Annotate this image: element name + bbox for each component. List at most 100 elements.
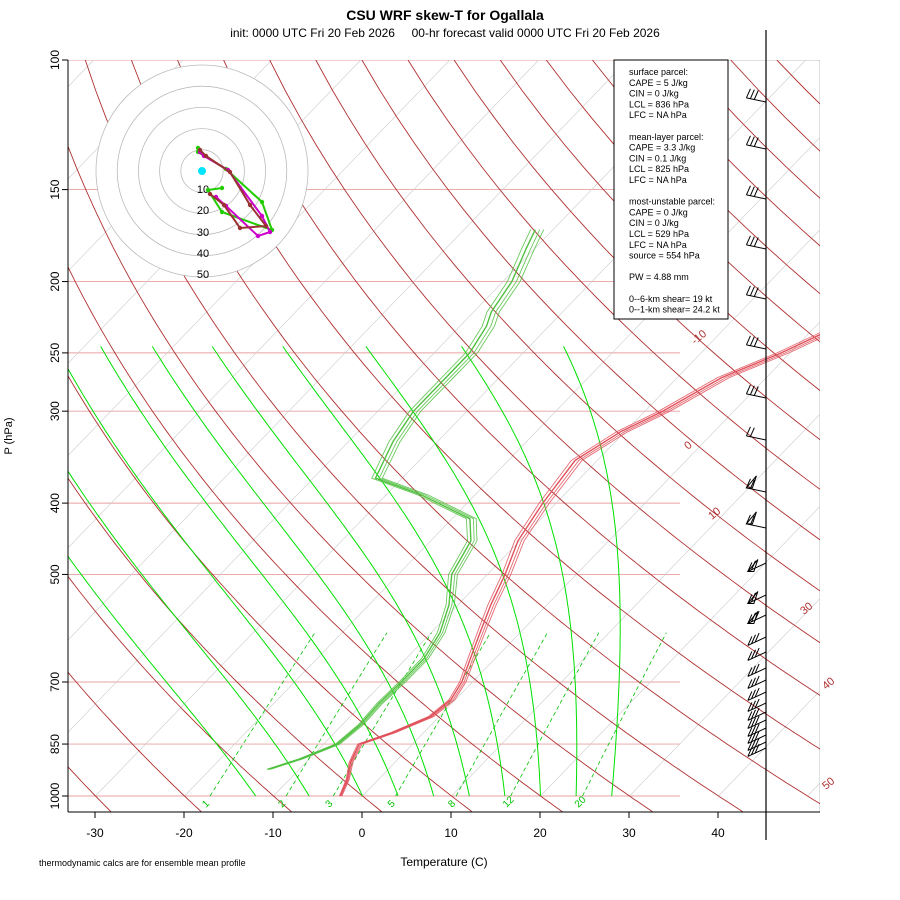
barb-feather: [751, 649, 756, 659]
wind-barb: [747, 647, 767, 661]
chart-title: CSU WRF skew-T for Ogallala: [346, 7, 544, 23]
barb-feather: [754, 737, 760, 748]
dry-adiabat: [68, 766, 112, 812]
barb-shaft: [746, 344, 767, 350]
wind-barb: [746, 610, 767, 624]
info-box-frame: [613, 59, 729, 320]
wind-barb: [745, 285, 767, 300]
dry-adiabat: [776, 60, 820, 105]
profile-lines: [266, 229, 820, 797]
mixing-ratio-label: 1: [200, 798, 212, 810]
info-line: mean-layer parcel:: [629, 132, 704, 142]
moist-adiabat: [68, 367, 363, 797]
barb-feather: [753, 137, 759, 147]
moist-adiabat: [151, 346, 435, 797]
barb-feather: [751, 700, 756, 710]
barb-feather: [753, 187, 759, 197]
isotherm-line: [68, 60, 628, 641]
wind-barb: [745, 185, 767, 200]
barb-feather: [749, 186, 755, 196]
dry-adiabat: [407, 60, 820, 490]
wind-barb: [747, 715, 767, 729]
info-line: CAPE = 5 J/kg: [629, 78, 688, 88]
isotherm-line: [184, 137, 820, 797]
dewpoint-trace: [266, 229, 532, 770]
barb-shaft: [747, 719, 767, 729]
barb-feather: [747, 702, 753, 712]
barb-feather: [749, 479, 755, 489]
barb-feather: [754, 687, 760, 698]
barb-feather: [747, 734, 753, 744]
chart-subtitle: init: 0000 UTC Fri 20 Feb 2026 00-hr for…: [230, 26, 660, 40]
wind-barb: [747, 698, 767, 712]
barb-feather: [745, 235, 751, 246]
barb-feather: [747, 719, 753, 729]
barb-feather: [753, 386, 759, 396]
barb-feather: [745, 185, 751, 196]
barb-shaft: [747, 679, 767, 689]
mixing-ratio-line: [209, 632, 316, 797]
barb-shaft: [746, 144, 767, 150]
mixing-ratio-label: 20: [573, 794, 589, 810]
hodograph-ring-label: 30: [197, 227, 209, 239]
mixing-ratio-line: [582, 632, 667, 797]
isotherm-line: [68, 60, 539, 549]
info-line: CIN = 0.1 J/kg: [629, 153, 686, 163]
barb-feather: [747, 727, 753, 737]
y-tick-label: 250: [48, 343, 62, 363]
dry-adiabat: [68, 375, 473, 812]
y-tick-label: 300: [48, 401, 62, 421]
hodograph-ring: [95, 64, 309, 278]
y-tick-label: 700: [48, 672, 62, 692]
y-tick-label: 500: [48, 564, 62, 584]
x-tick-label: 0: [359, 826, 366, 840]
moist-adiabat: [100, 346, 399, 797]
barb-shaft: [747, 594, 767, 604]
wind-barb: [747, 632, 767, 646]
barb-pennant: [746, 559, 759, 572]
storm-motion-marker: [198, 167, 206, 175]
wind-barb: [746, 591, 767, 604]
barb-feather: [754, 698, 760, 709]
barb-feather: [747, 667, 753, 677]
dry-adiabat: [315, 60, 820, 592]
isotherm-line: [68, 60, 450, 457]
x-tick-label: 20: [533, 826, 547, 840]
y-tick-label: 850: [48, 734, 62, 754]
dry-adiabat: [361, 60, 820, 541]
wind-barb: [746, 559, 767, 572]
hodograph-point: [247, 202, 253, 208]
dry-adiabat: [84, 60, 743, 812]
barb-feather: [754, 632, 760, 643]
barb-feather: [754, 730, 760, 741]
barb-feather: [754, 743, 760, 754]
info-line: LFC = NA hPa: [629, 110, 687, 120]
barb-shaft: [747, 734, 767, 744]
temperature-trace: [338, 332, 820, 797]
hodograph-point: [219, 209, 225, 215]
hodograph-point: [255, 233, 261, 239]
hodograph-point: [259, 213, 265, 219]
wind-barb: [745, 426, 767, 441]
wind-barb: [745, 335, 767, 350]
moist-adiabat: [68, 470, 310, 797]
barb-pennant: [746, 611, 759, 624]
info-line: LCL = 836 hPa: [629, 99, 689, 109]
info-line: PW = 4.88 mm: [629, 272, 689, 282]
mixing-ratio-line: [285, 632, 388, 797]
x-tick-label: 30: [622, 826, 636, 840]
info-line: CIN = 0 J/kg: [629, 89, 679, 99]
barb-feather: [751, 745, 756, 755]
wind-barb: [745, 88, 767, 103]
mixing-ratio-line: [510, 632, 600, 797]
dry-adiabat: [499, 60, 820, 392]
y-tick-label: 200: [48, 271, 62, 291]
barb-shaft: [747, 727, 767, 737]
barb-shaft: [747, 667, 767, 677]
hodograph-point: [205, 187, 211, 193]
barb-feather: [751, 739, 756, 749]
barb-shaft: [747, 562, 767, 572]
dry-adiabat: [130, 60, 820, 805]
barb-feather: [751, 717, 756, 727]
barb-feather: [753, 287, 759, 297]
